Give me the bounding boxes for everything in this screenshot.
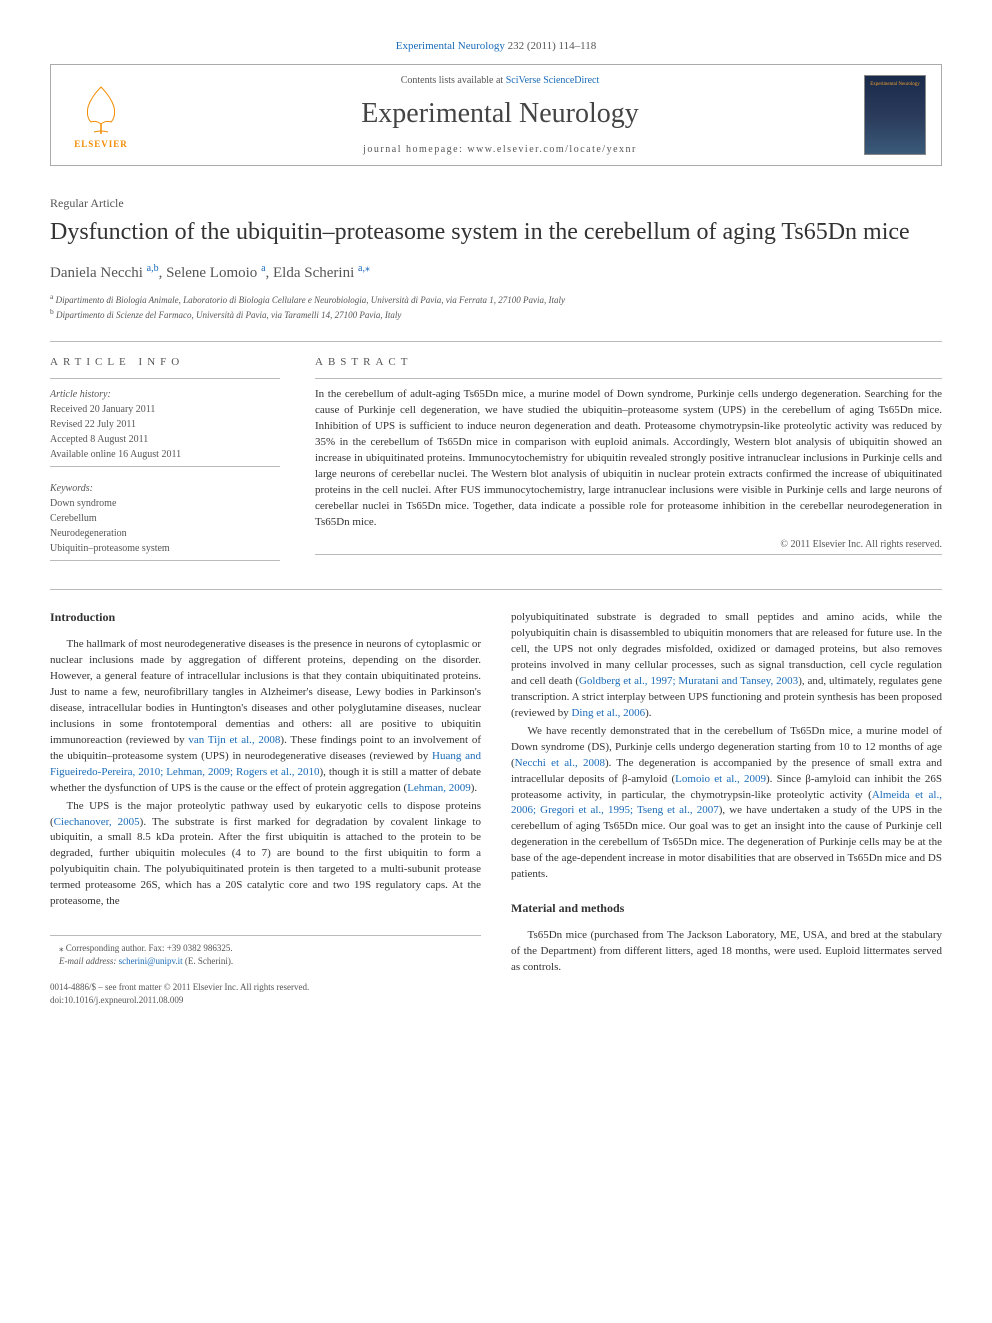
doi-link[interactable]: 10.1016/j.expneurol.2011.08.009 [64, 995, 183, 1005]
keyword-2: Cerebellum [50, 511, 280, 526]
cover-title: Experimental Neurology [870, 82, 920, 88]
abstract-bottom-divider [315, 554, 942, 555]
accepted-date: Accepted 8 August 2011 [50, 432, 280, 447]
scidir-link[interactable]: SciVerse ScienceDirect [506, 75, 600, 86]
abstract-label: ABSTRACT [315, 356, 942, 368]
keywords-label: Keywords: [50, 481, 280, 496]
info-abstract-row: ARTICLE INFO Article history: Received 2… [50, 356, 942, 569]
article-history: Article history: Received 20 January 201… [50, 387, 280, 462]
keyword-4: Ubiquitin–proteasome system [50, 541, 280, 556]
intro-text: The hallmark of most neurodegenerative d… [50, 637, 481, 910]
journal-reference: Experimental Neurology 232 (2011) 114–11… [50, 40, 942, 52]
aff-link-b[interactable]: b [154, 263, 159, 274]
header-box: ELSEVIER Contents lists available at Sci… [50, 64, 942, 166]
article-title: Dysfunction of the ubiquitin–proteasome … [50, 217, 942, 247]
article-info-column: ARTICLE INFO Article history: Received 2… [50, 356, 280, 569]
col2-text: polyubiquitinated substrate is degraded … [511, 610, 942, 883]
body-columns: Introduction The hallmark of most neurod… [50, 610, 942, 1006]
abstract-divider [315, 378, 942, 379]
homepage-url[interactable]: www.elsevier.com/locate/yexnr [467, 144, 636, 155]
col2-p2: We have recently demonstrated that in th… [511, 724, 942, 883]
journal-ref-link[interactable]: Experimental Neurology [396, 40, 505, 52]
mm-p1: Ts65Dn mice (purchased from The Jackson … [511, 928, 942, 976]
revised-date: Revised 22 July 2011 [50, 417, 280, 432]
corresponding-footnote: ⁎ Corresponding author. Fax: +39 0382 98… [50, 942, 481, 955]
author-2[interactable]: Selene Lomoio [166, 265, 257, 281]
contents-prefix: Contents lists available at [401, 75, 506, 86]
abstract-column: ABSTRACT In the cerebellum of adult-agin… [315, 356, 942, 569]
elsevier-text: ELSEVIER [74, 139, 128, 149]
divider [50, 341, 942, 342]
mm-heading: Material and methods [511, 901, 942, 916]
info-divider [50, 560, 280, 561]
journal-ref-pages: 232 (2011) 114–118 [508, 40, 597, 52]
email-footnote: E-mail address: scherini@unipv.it (E. Sc… [50, 955, 481, 968]
affiliation-a: a Dipartimento di Biologia Animale, Labo… [50, 292, 942, 307]
history-label: Article history: [50, 387, 280, 402]
author-1[interactable]: Daniela Necchi [50, 265, 143, 281]
keyword-3: Neurodegeneration [50, 526, 280, 541]
info-divider [50, 378, 280, 379]
body-col-right: polyubiquitinated substrate is degraded … [511, 610, 942, 1006]
intro-heading: Introduction [50, 610, 481, 625]
keywords-block: Keywords: Down syndrome Cerebellum Neuro… [50, 481, 280, 556]
front-matter: 0014-4886/$ – see front matter © 2011 El… [50, 981, 481, 994]
doi: doi:10.1016/j.expneurol.2011.08.009 [50, 994, 481, 1007]
abstract-text: In the cerebellum of adult-aging Ts65Dn … [315, 387, 942, 530]
ref-vantijn[interactable]: van Tijn et al., 2008 [188, 734, 280, 746]
email-link[interactable]: scherini@unipv.it [119, 956, 183, 966]
tree-icon [76, 82, 126, 137]
contents-line: Contents lists available at SciVerse Sci… [136, 75, 864, 86]
intro-p1: The hallmark of most neurodegenerative d… [50, 637, 481, 796]
article-type: Regular Article [50, 196, 942, 211]
homepage-line: journal homepage: www.elsevier.com/locat… [136, 144, 864, 155]
corresponding-star[interactable]: ⁎ [365, 263, 370, 274]
mm-text: Ts65Dn mice (purchased from The Jackson … [511, 928, 942, 976]
ref-goldberg[interactable]: Goldberg et al., 1997; Muratani and Tans… [579, 675, 798, 687]
online-date: Available online 16 August 2011 [50, 447, 280, 462]
journal-cover-thumb[interactable]: Experimental Neurology [864, 75, 926, 155]
elsevier-logo[interactable]: ELSEVIER [66, 75, 136, 155]
ref-lehman[interactable]: Lehman, 2009 [407, 782, 471, 794]
article-info-label: ARTICLE INFO [50, 356, 280, 368]
header-center: Contents lists available at SciVerse Sci… [136, 75, 864, 155]
body-col-left: Introduction The hallmark of most neurod… [50, 610, 481, 1006]
intro-p2: The UPS is the major proteolytic pathway… [50, 799, 481, 911]
authors: Daniela Necchi a,b, Selene Lomoio a, Eld… [50, 263, 942, 282]
full-divider [50, 589, 942, 590]
journal-name: Experimental Neurology [136, 98, 864, 130]
ref-necchi[interactable]: Necchi et al., 2008 [515, 757, 605, 769]
aff-link-a3[interactable]: a [358, 263, 362, 274]
aff-link-a[interactable]: a [147, 263, 151, 274]
affiliations: a Dipartimento di Biologia Animale, Labo… [50, 292, 942, 321]
received-date: Received 20 January 2011 [50, 402, 280, 417]
affiliation-b: b Dipartimento di Scienze del Farmaco, U… [50, 307, 942, 322]
author-3[interactable]: Elda Scherini [273, 265, 354, 281]
info-divider [50, 466, 280, 467]
keyword-1: Down syndrome [50, 496, 280, 511]
ref-ciechanover[interactable]: Ciechanover, 2005 [54, 816, 140, 828]
footnote-block: ⁎ Corresponding author. Fax: +39 0382 98… [50, 935, 481, 967]
col2-p1: polyubiquitinated substrate is degraded … [511, 610, 942, 722]
ref-ding[interactable]: Ding et al., 2006 [571, 707, 645, 719]
abstract-copyright: © 2011 Elsevier Inc. All rights reserved… [315, 539, 942, 550]
homepage-prefix: journal homepage: [363, 144, 467, 155]
bottom-meta: 0014-4886/$ – see front matter © 2011 El… [50, 981, 481, 1006]
aff-link-a2[interactable]: a [261, 263, 265, 274]
ref-lomoio[interactable]: Lomoio et al., 2009 [675, 773, 766, 785]
